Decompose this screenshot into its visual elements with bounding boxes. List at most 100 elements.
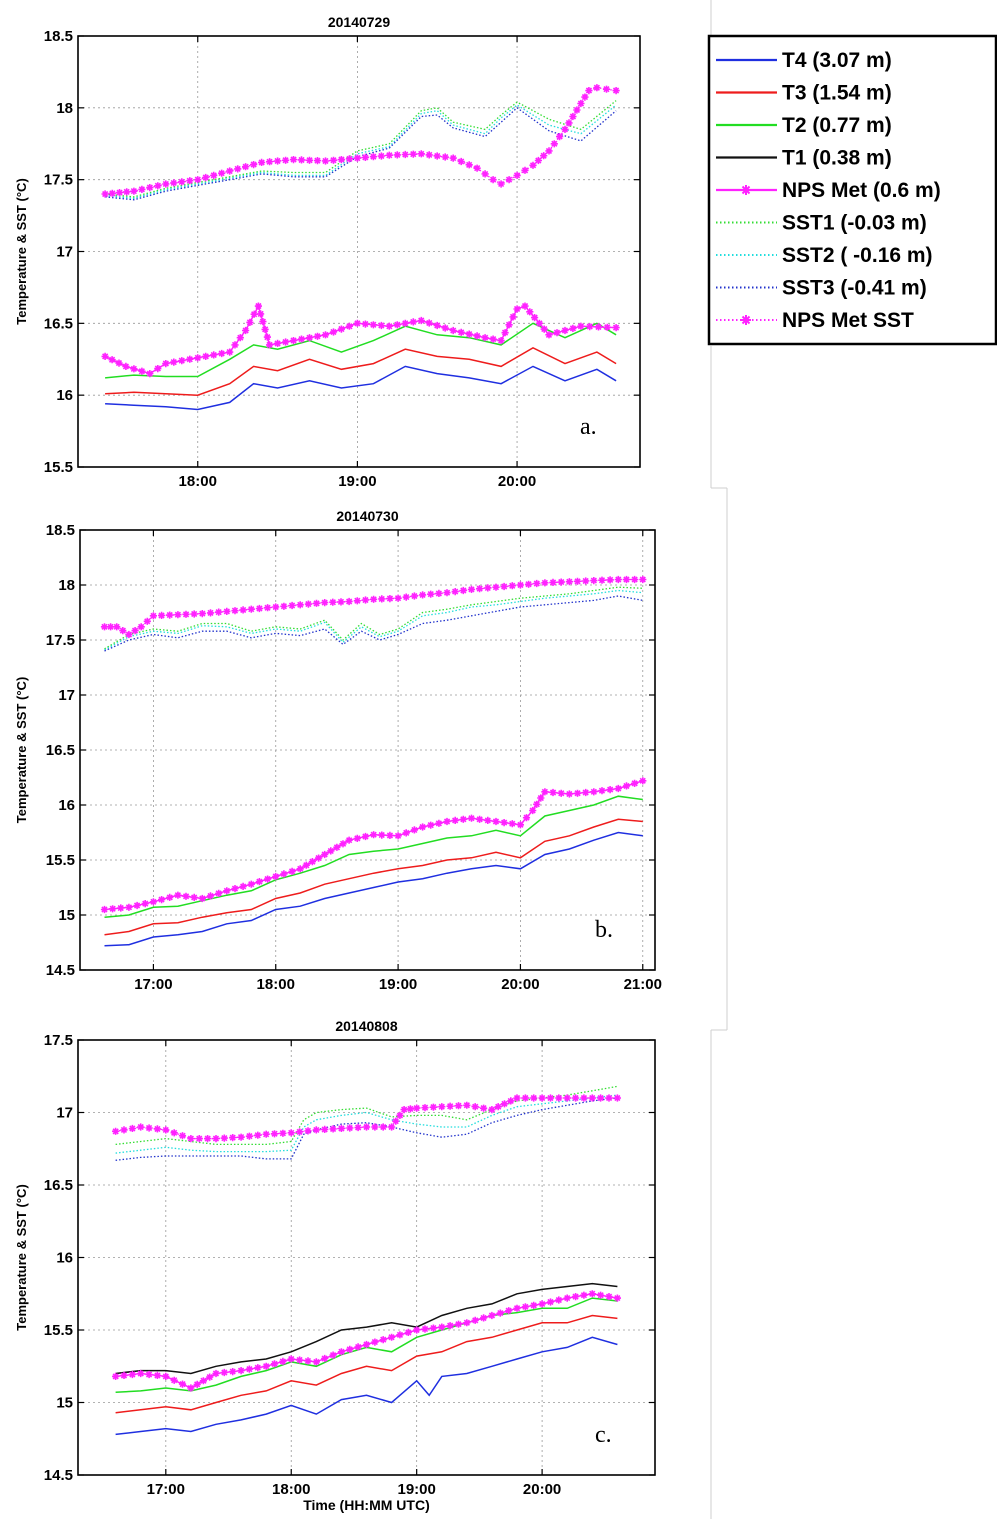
series-marker: [467, 814, 476, 822]
series-line: [104, 586, 643, 650]
series-marker: [304, 1127, 312, 1135]
series-marker: [521, 1303, 529, 1311]
series-marker: [631, 575, 639, 584]
series-marker: [321, 850, 329, 859]
series-marker: [255, 604, 263, 613]
series-marker: [162, 1126, 170, 1134]
y-tick-label: 15.5: [44, 459, 73, 476]
series-marker: [533, 800, 541, 808]
series-marker: [304, 600, 312, 608]
series-marker: [321, 599, 329, 607]
series-marker: [561, 125, 569, 133]
series-marker: [553, 329, 561, 337]
series-line: [105, 106, 617, 201]
series-marker: [613, 1094, 621, 1102]
series-marker: [516, 581, 524, 589]
y-tick-label: 17: [56, 1105, 73, 1122]
series-marker: [272, 872, 280, 881]
series-marker: [321, 1125, 329, 1133]
y-tick-label: 15: [58, 907, 75, 924]
series-marker: [370, 831, 378, 839]
series-marker: [557, 578, 565, 586]
series-marker: [304, 1357, 312, 1365]
series-marker: [362, 1340, 371, 1349]
series-marker: [378, 595, 386, 603]
x-axis-label: Time (HH:MM UTC): [303, 1497, 430, 1513]
series-marker: [377, 152, 385, 160]
series-marker: [353, 597, 361, 605]
y-axis-label: Temperature & SST (°C): [14, 1184, 29, 1331]
series-marker: [329, 156, 338, 164]
series-line: [105, 365, 617, 411]
series-marker: [354, 1343, 362, 1351]
series-marker: [535, 319, 543, 327]
series-marker: [313, 332, 322, 340]
series-marker: [261, 325, 269, 333]
series-marker: [254, 1364, 262, 1372]
series-marker: [239, 882, 247, 890]
series-marker: [580, 1291, 588, 1299]
series-marker: [329, 328, 338, 336]
x-tick-label: 19:00: [397, 1481, 435, 1498]
series-marker: [120, 1126, 128, 1134]
series-marker: [329, 1351, 337, 1359]
series-marker: [385, 151, 393, 159]
series-marker: [588, 1094, 596, 1102]
y-tick-label: 17.5: [44, 172, 73, 189]
series-marker: [529, 161, 537, 169]
series-marker: [220, 1134, 228, 1142]
series-marker: [481, 334, 489, 342]
series-marker: [255, 878, 263, 886]
series-marker: [471, 1316, 479, 1324]
series-marker: [282, 338, 290, 346]
series-marker: [541, 579, 549, 587]
y-tick-label: 14.5: [46, 962, 75, 979]
x-tick-label: 19:00: [379, 976, 417, 993]
series-marker: [202, 173, 210, 182]
series-marker: [296, 1356, 304, 1364]
series-marker: [371, 1338, 379, 1346]
series-marker: [396, 1111, 404, 1119]
x-tick-label: 19:00: [338, 473, 376, 490]
series-marker: [242, 163, 250, 171]
series-marker: [190, 893, 198, 901]
series-marker: [229, 1368, 237, 1376]
series-marker: [612, 87, 620, 95]
series-marker: [115, 359, 123, 367]
series-marker: [531, 314, 539, 322]
series-marker: [199, 1377, 207, 1385]
series-marker: [631, 779, 639, 787]
series-line: [115, 1094, 618, 1154]
series-marker: [266, 158, 274, 166]
series-marker: [296, 601, 304, 609]
series-marker: [454, 1102, 463, 1110]
series-marker: [296, 865, 304, 873]
series-marker: [270, 1360, 279, 1368]
series-marker: [345, 836, 353, 844]
series-marker: [212, 1135, 220, 1143]
series-marker: [394, 594, 402, 602]
series-marker: [218, 349, 226, 358]
series-marker: [473, 332, 481, 340]
series-marker: [388, 1333, 396, 1341]
series-line: [115, 1314, 618, 1414]
y-tick-label: 16: [56, 387, 73, 404]
series-marker: [289, 337, 298, 345]
series-marker: [270, 1130, 279, 1138]
series-marker: [603, 323, 611, 331]
legend-label: SST3 (-0.41 m): [782, 277, 927, 300]
series-marker: [153, 1125, 161, 1133]
series-marker: [555, 1094, 563, 1102]
series-marker: [274, 157, 282, 165]
series-marker: [385, 322, 393, 330]
series-marker: [427, 590, 435, 598]
y-tick-label: 15: [56, 1395, 73, 1412]
series-marker: [237, 1367, 245, 1375]
series-marker: [549, 578, 557, 586]
series-marker: [613, 1294, 621, 1302]
series-marker: [538, 1300, 546, 1308]
series-marker: [346, 1345, 354, 1353]
series-marker: [280, 870, 288, 878]
series-marker: [329, 598, 337, 606]
series-marker: [481, 170, 489, 178]
